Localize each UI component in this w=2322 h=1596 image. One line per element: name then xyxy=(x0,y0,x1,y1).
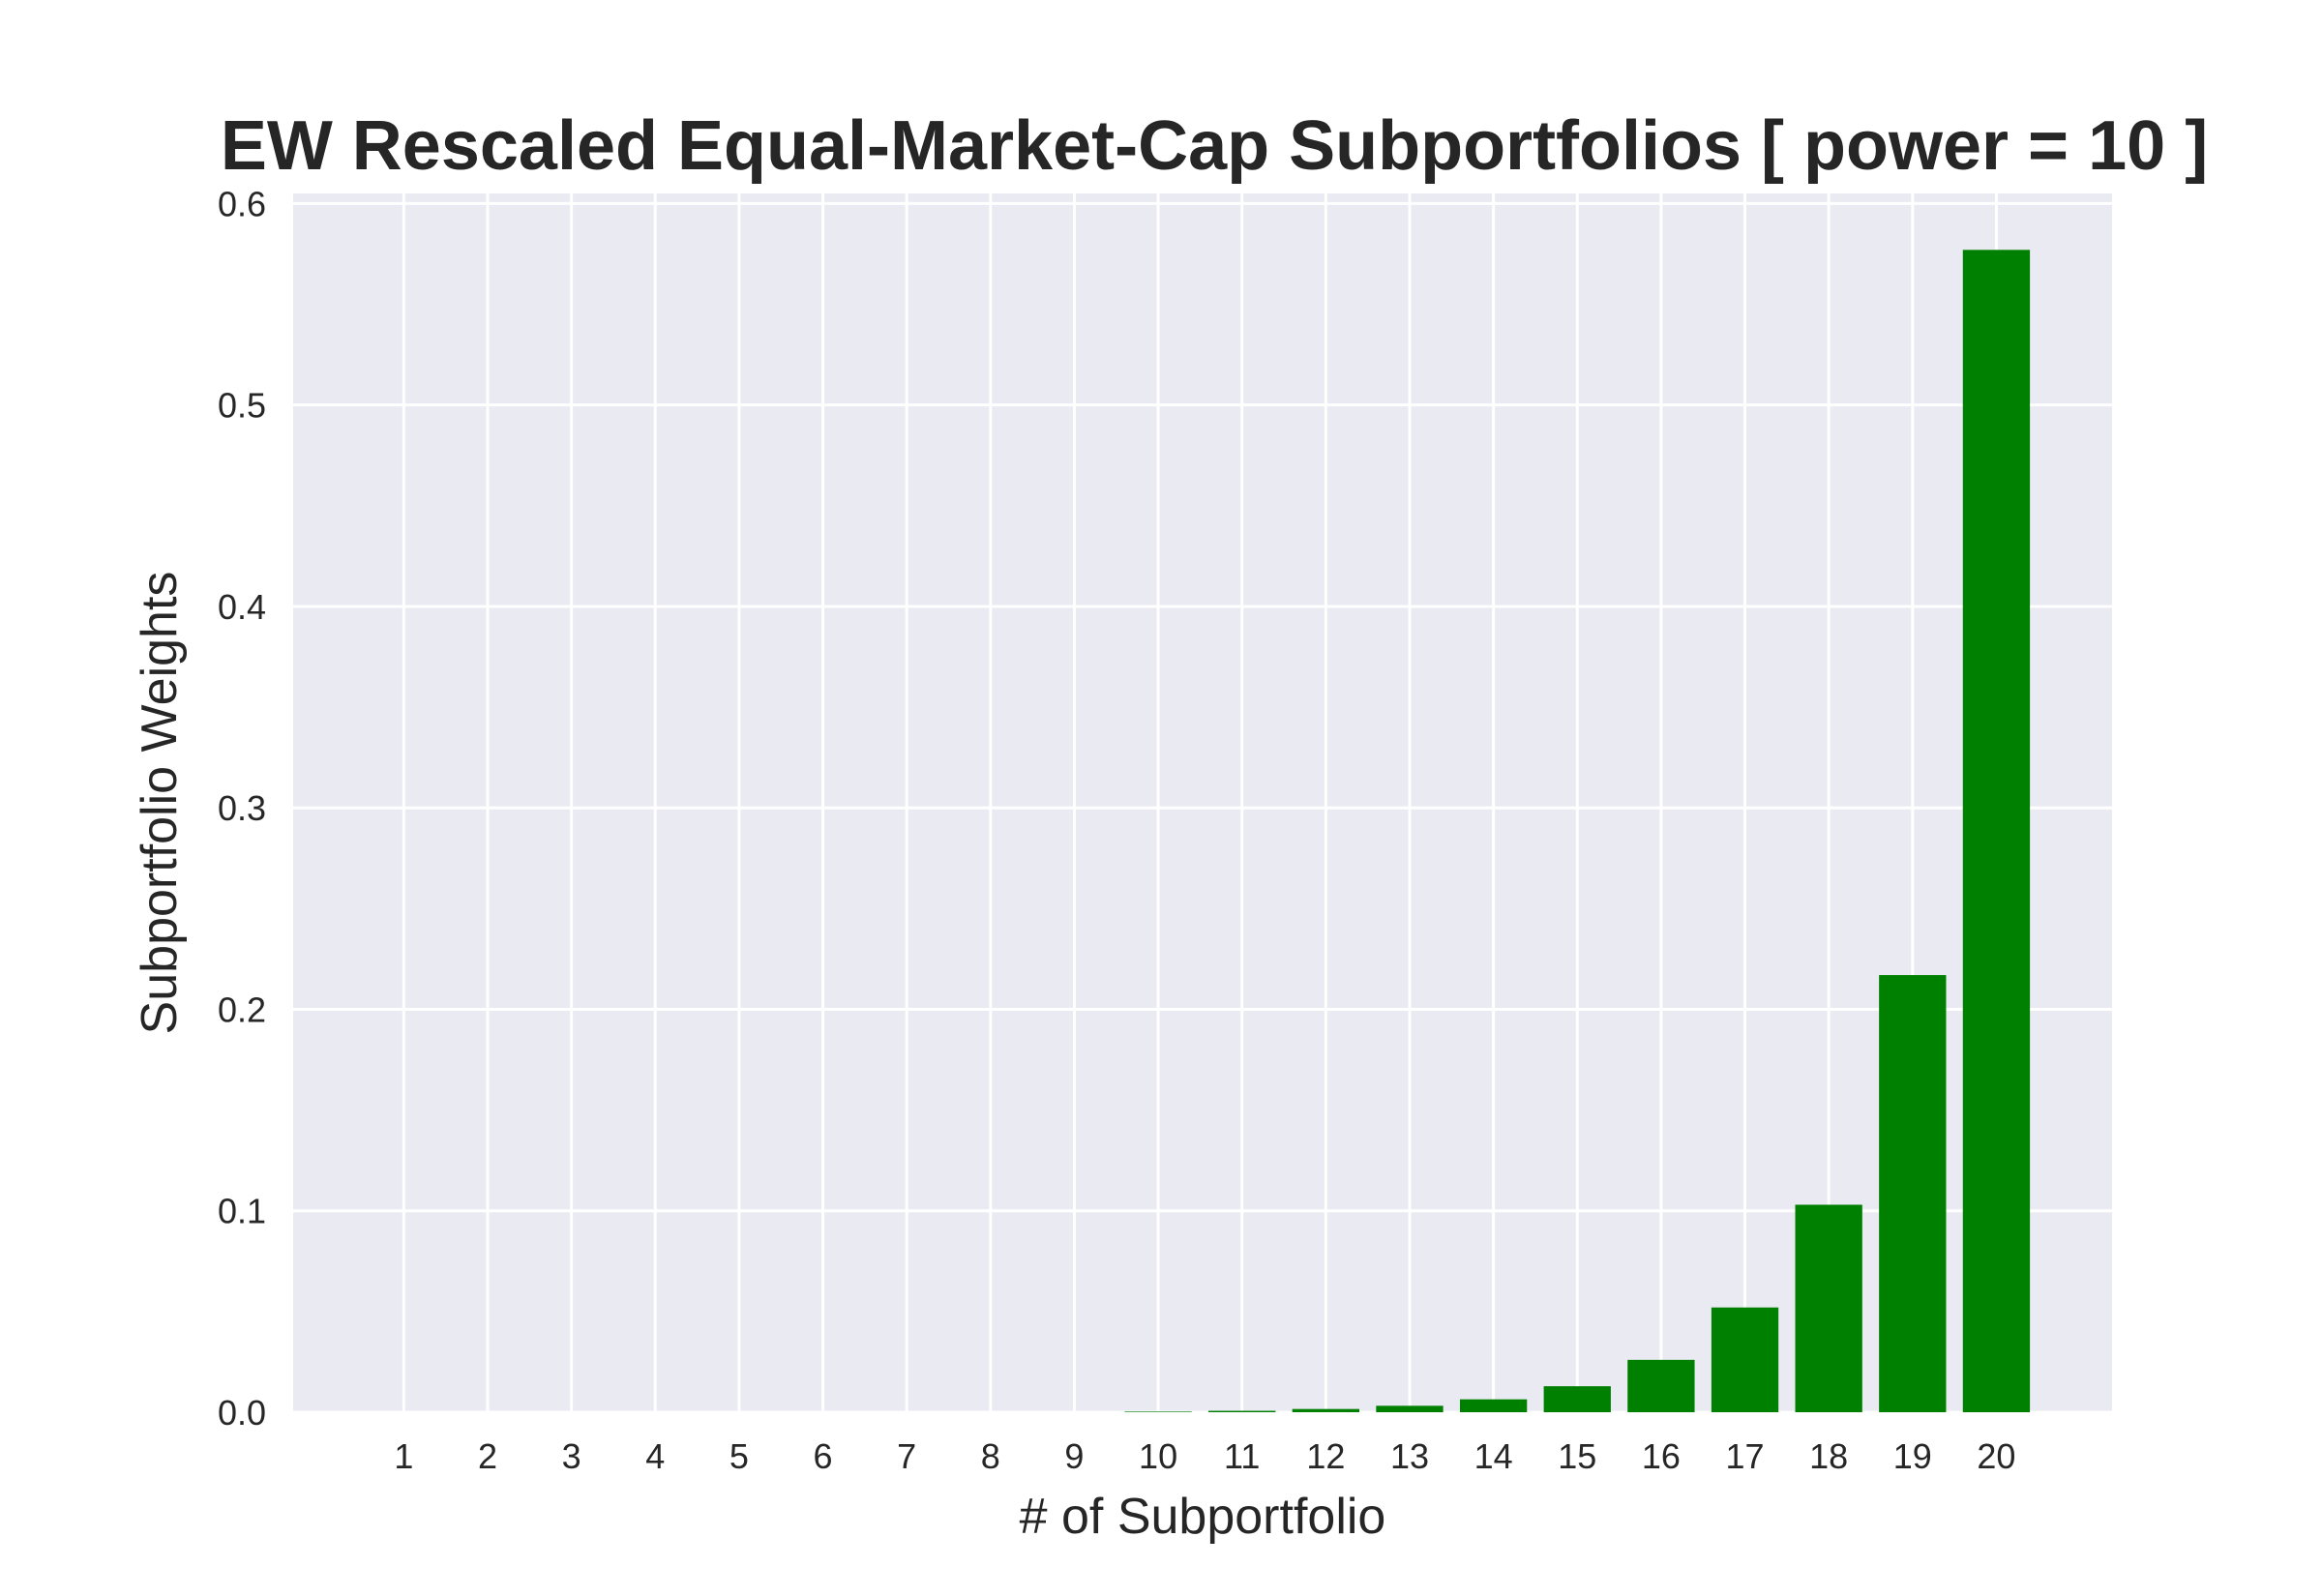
x-tick-label: 13 xyxy=(1390,1436,1429,1476)
x-tick-label: 8 xyxy=(981,1436,1000,1476)
chart-title: EW Rescaled Equal-Market-Cap Subportfoli… xyxy=(221,107,2208,185)
y-tick-label: 0.1 xyxy=(218,1192,266,1231)
x-tick-label: 6 xyxy=(814,1436,833,1476)
bar-16 xyxy=(1627,1359,1695,1412)
bar-12 xyxy=(1292,1408,1360,1412)
y-tick-label: 0.0 xyxy=(218,1393,266,1433)
x-tick-label: 2 xyxy=(478,1436,497,1476)
x-tick-label: 7 xyxy=(897,1436,916,1476)
bar-20 xyxy=(1962,250,2031,1412)
x-axis-label: # of Subportfolio xyxy=(1020,1489,1386,1545)
y-axis-label: Subportfolio Weights xyxy=(132,572,188,1035)
bar-17 xyxy=(1711,1307,1779,1412)
bar-18 xyxy=(1795,1204,1862,1412)
bars xyxy=(1124,250,2031,1412)
x-tick-label: 10 xyxy=(1139,1436,1177,1476)
x-tick-label: 17 xyxy=(1726,1436,1765,1476)
x-tick-label: 20 xyxy=(1977,1436,2015,1476)
y-tick-label: 0.2 xyxy=(218,990,266,1029)
x-tick-label: 11 xyxy=(1224,1436,1260,1476)
x-tick-label: 18 xyxy=(1809,1436,1848,1476)
x-tick-label: 12 xyxy=(1306,1436,1345,1476)
x-tick-label: 9 xyxy=(1064,1436,1084,1476)
bar-13 xyxy=(1376,1405,1444,1412)
x-tick-label: 1 xyxy=(394,1436,413,1476)
bar-19 xyxy=(1879,975,1947,1412)
x-tick-label: 5 xyxy=(729,1436,749,1476)
y-tick-label: 0.4 xyxy=(218,587,266,627)
x-tick-label: 16 xyxy=(1642,1436,1681,1476)
y-tick-label: 0.6 xyxy=(218,184,266,223)
bar-11 xyxy=(1208,1410,1276,1412)
x-tick-label: 3 xyxy=(562,1436,581,1476)
y-tick-label: 0.5 xyxy=(218,386,266,426)
x-tick-label: 19 xyxy=(1893,1436,1932,1476)
bar-15 xyxy=(1543,1386,1611,1412)
bar-10 xyxy=(1124,1411,1192,1412)
y-axis-ticks: 0.0 0.1 0.2 0.3 0.4 0.5 0.6 xyxy=(218,184,266,1433)
bar-14 xyxy=(1459,1399,1528,1412)
y-tick-label: 0.3 xyxy=(218,788,266,828)
x-tick-label: 4 xyxy=(645,1436,665,1476)
x-axis-ticks: 1 2 3 4 5 6 7 8 9 10 11 12 13 14 15 16 17 18 19 20 xyxy=(394,1436,2015,1476)
x-tick-label: 14 xyxy=(1474,1436,1513,1476)
x-tick-label: 15 xyxy=(1558,1436,1596,1476)
